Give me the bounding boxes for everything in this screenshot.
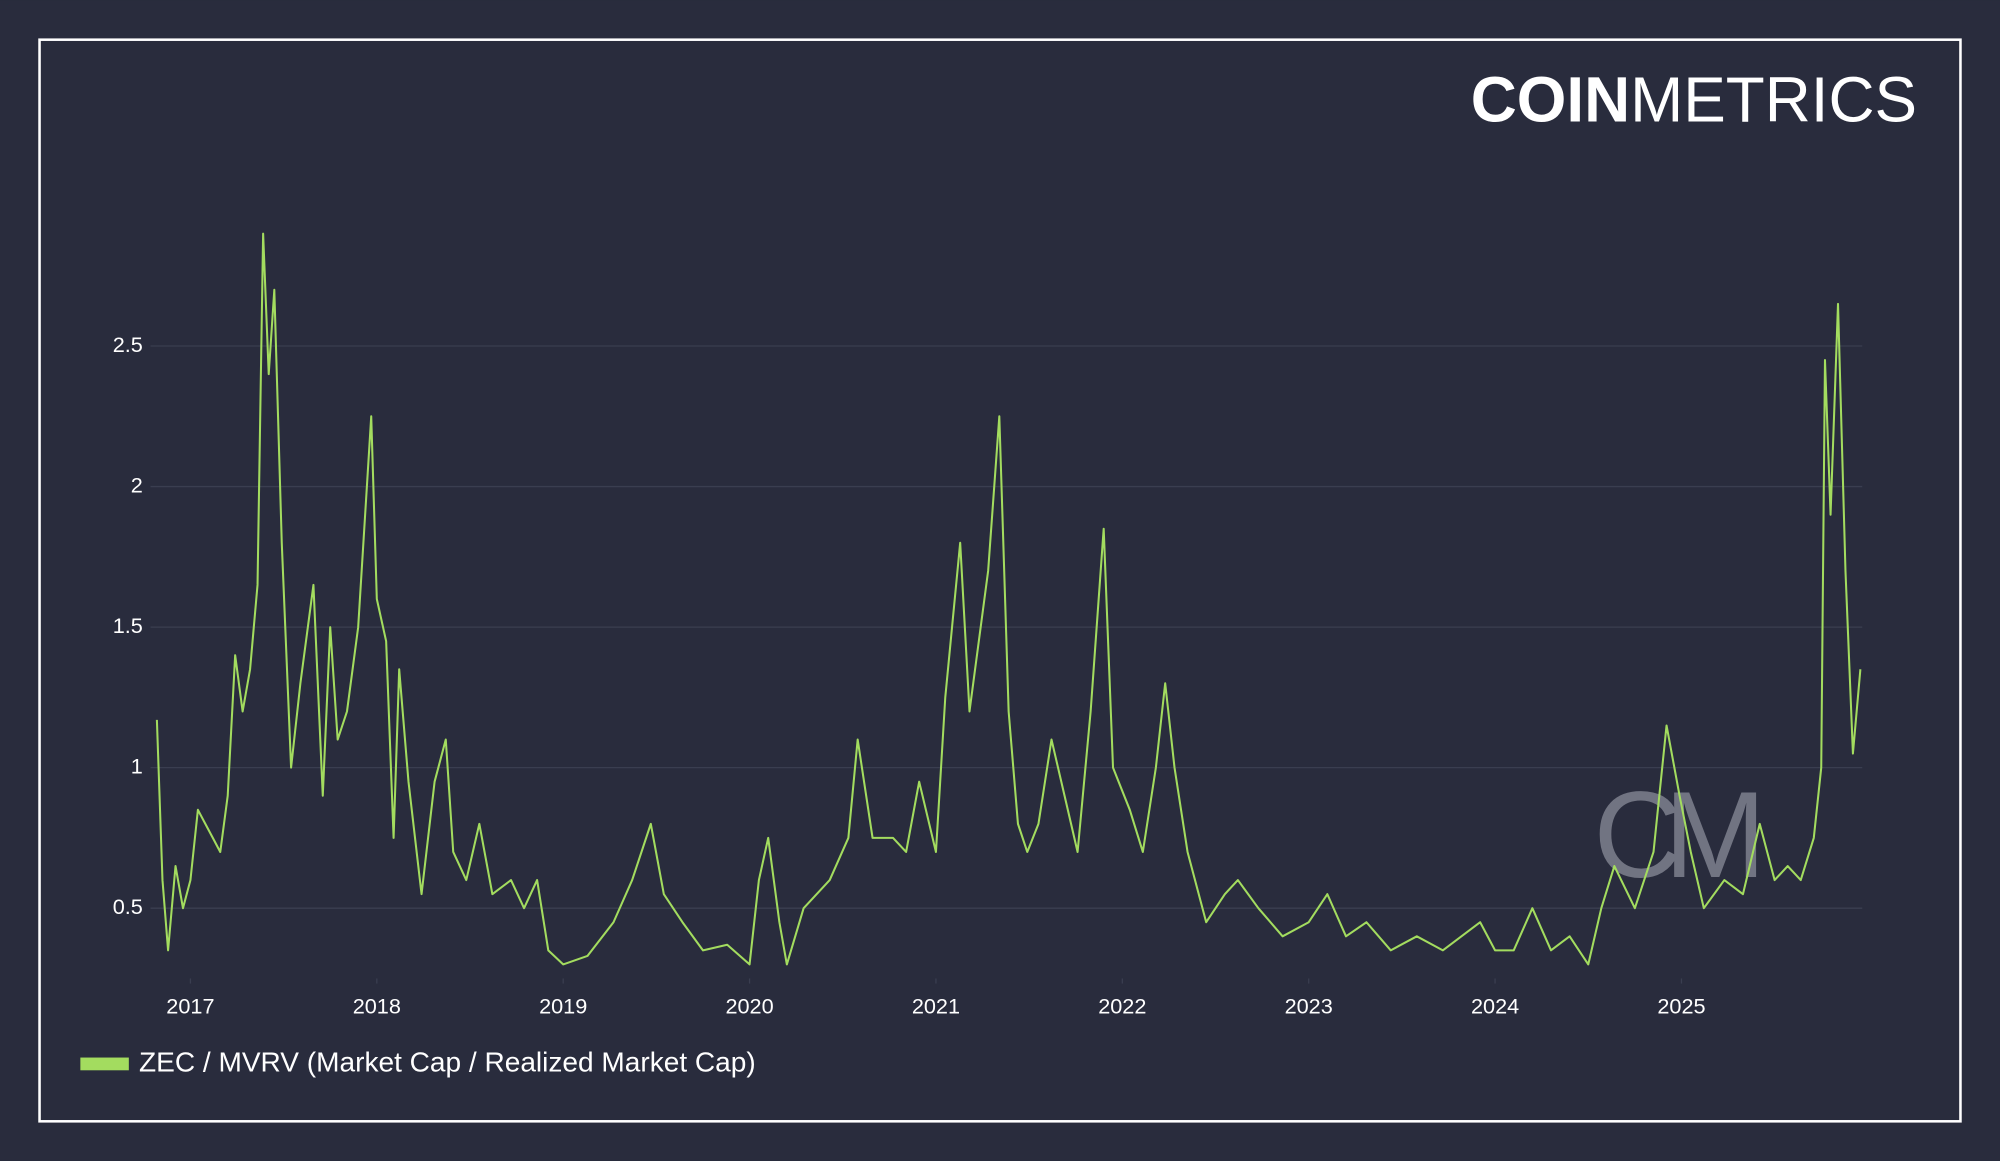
x-tick-label: 2021 (912, 994, 960, 1019)
x-tick-label: 2023 (1285, 994, 1333, 1019)
x-tick-label: 2025 (1657, 994, 1705, 1019)
x-tick-label: 2024 (1471, 994, 1519, 1019)
x-tick-label: 2017 (166, 994, 214, 1019)
x-tick-label: 2018 (353, 994, 401, 1019)
data-line (155, 232, 1862, 966)
legend-swatch (80, 1057, 129, 1071)
legend-label: ZEC / MVRV (Market Cap / Realized Market… (139, 1046, 756, 1077)
y-tick-label: 2.5 (113, 332, 143, 357)
brand-logo: COINMETRICS (1471, 64, 1917, 136)
x-tick-label: 2020 (725, 994, 773, 1019)
frame (38, 38, 1962, 1123)
x-tick-label: 2022 (1098, 994, 1146, 1019)
y-tick-label: 1 (131, 753, 143, 778)
y-tick-label: 0.5 (113, 894, 143, 919)
brand-light: METRICS (1630, 64, 1917, 136)
x-tick-label: 2019 (539, 994, 587, 1019)
y-tick-label: 2 (131, 472, 143, 497)
watermark: CM (1594, 766, 1757, 903)
brand-bold: COIN (1471, 64, 1630, 136)
y-tick-label: 1.5 (113, 613, 143, 638)
